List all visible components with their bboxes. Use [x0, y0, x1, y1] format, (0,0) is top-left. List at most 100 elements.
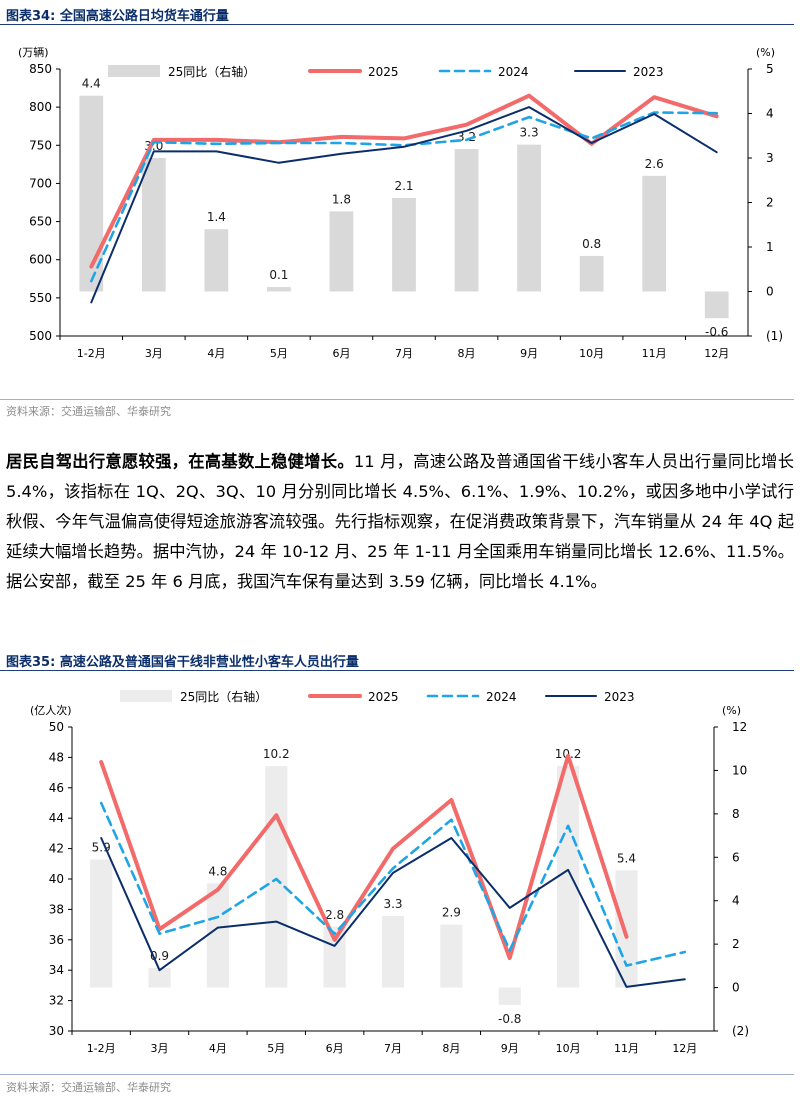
fig1-bar-label: 0.8	[582, 237, 601, 251]
fig1-line-2023	[90, 106, 718, 304]
fig1-right-tick-label: 3	[766, 151, 774, 165]
fig1-bar-label: 4.4	[82, 77, 101, 91]
fig2-legend-label-2025: 2025	[368, 690, 399, 704]
fig2-left-tick-label: 34	[49, 963, 64, 977]
figure1-title-rule	[0, 24, 794, 25]
fig2-bar	[615, 870, 638, 988]
fig1-bar	[704, 291, 729, 319]
figure1-title: 图表34: 全国高速公路日均货车通行量	[6, 9, 229, 24]
fig2-bar	[498, 987, 521, 1005]
fig2-legend-bar-label: 25同比（右轴）	[180, 689, 267, 704]
fig1-x-tick-label: 9月	[520, 347, 538, 360]
fig1-bar	[267, 287, 291, 292]
fig2-right-tick-label: 0	[732, 981, 740, 995]
fig2-bar-label: 3.3	[383, 897, 402, 911]
figure1-source-rule	[0, 399, 794, 400]
fig2-left-tick-label: 30	[49, 1024, 64, 1038]
fig1-legend-bar-label: 25同比（右轴）	[168, 64, 255, 79]
fig1-left-tick-label: 650	[29, 215, 52, 229]
fig1-line-2024	[90, 111, 718, 283]
fig1-bar-label: 2.1	[394, 179, 413, 193]
fig1-bar	[141, 158, 166, 292]
fig1-bar	[204, 229, 229, 292]
fig1-x-tick-label: 1-2月	[77, 347, 106, 360]
fig2-right-tick-label: 10	[732, 763, 747, 777]
fig2-left-tick-label: 50	[49, 720, 64, 734]
fig2-x-tick-label: 4月	[209, 1042, 227, 1055]
fig2-x-tick-label: 6月	[326, 1042, 344, 1055]
fig2-bar	[206, 883, 229, 988]
fig1-bar-label: 0.1	[269, 268, 288, 282]
fig1-left-tick-label: 800	[29, 100, 52, 114]
paragraph-body: 11 月，高速公路及普通国省干线小客车人员出行量同比增长 5.4%，该指标在 1…	[6, 452, 794, 591]
fig1-bar-label: 2.6	[645, 157, 664, 171]
fig2-legend-label-2024: 2024	[486, 690, 517, 704]
fig2-right-tick-label: 8	[732, 807, 740, 821]
fig1-bar	[329, 211, 354, 292]
fig1-x-tick-label: 7月	[395, 347, 413, 360]
fig1-x-tick-label: 6月	[332, 347, 350, 360]
fig1-right-axis-label: (%)	[756, 46, 775, 59]
fig2-bar	[90, 859, 113, 988]
fig1-left-tick-label: 750	[29, 138, 52, 152]
fig2-bar	[323, 926, 346, 988]
fig1-x-tick-label: 12月	[704, 347, 729, 360]
fig1-right-tick-label: 0	[766, 285, 774, 299]
fig1-left-tick-label: 550	[29, 291, 52, 305]
fig2-line-2023	[100, 837, 686, 988]
fig1-bar	[454, 149, 479, 292]
fig1-left-tick-label: 500	[29, 329, 52, 343]
fig2-right-tick-label: 12	[732, 720, 747, 734]
fig1-legend-label-2023: 2023	[633, 65, 664, 79]
fig1-x-tick-label: 11月	[642, 347, 667, 360]
fig1-bar-label: 1.4	[207, 210, 226, 224]
fig1-bar	[79, 95, 104, 292]
fig2-x-tick-label: 9月	[501, 1042, 519, 1055]
fig2-right-tick-label: 6	[732, 850, 740, 864]
fig2-bar	[440, 924, 463, 988]
fig1-bar	[642, 175, 667, 292]
analysis-paragraph: 居民自驾出行意愿较强，在高基数上稳健增长。11 月，高速公路及普通国省干线小客车…	[6, 447, 794, 597]
fig1-legend-label-2024: 2024	[498, 65, 529, 79]
fig2-line-2024	[99, 801, 687, 967]
fig2-left-tick-label: 48	[49, 750, 64, 764]
fig2-x-tick-label: 1-2月	[87, 1042, 116, 1055]
fig2-bar-label: 4.8	[208, 864, 227, 878]
fig2-bar-label: 2.8	[325, 908, 344, 922]
fig2-bar-label: 10.2	[263, 747, 290, 761]
fig1-x-tick-label: 4月	[207, 347, 225, 360]
fig2-left-tick-label: 36	[49, 933, 64, 947]
fig2-left-tick-label: 44	[49, 811, 64, 825]
fig2-x-tick-label: 10月	[556, 1042, 581, 1055]
fig2-bar-label: 5.4	[617, 851, 636, 865]
fig2-bar	[557, 766, 580, 988]
fig1-left-tick-label: 700	[29, 176, 52, 190]
figure1-source: 资料来源：交通运输部、华泰研究	[6, 405, 171, 418]
fig2-left-axis-label: (亿人次)	[30, 703, 72, 717]
fig1-bar	[392, 198, 416, 292]
fig1-bar-label: 3.2	[457, 130, 476, 144]
fig1-bar	[517, 144, 541, 292]
fig2-right-axis-label: (%)	[722, 704, 741, 717]
fig2-right-tick-label: 2	[732, 937, 740, 951]
fig1-right-tick-label: (1)	[766, 329, 783, 343]
fig1-right-tick-label: 5	[766, 62, 774, 76]
fig2-x-tick-label: 7月	[384, 1042, 402, 1055]
fig1-bar-label: 3.3	[520, 126, 539, 140]
fig2-legend-label-2023: 2023	[604, 690, 635, 704]
fig1-x-tick-label: 3月	[145, 347, 163, 360]
fig1-x-tick-label: 10月	[579, 347, 604, 360]
fig2-left-tick-label: 32	[49, 994, 64, 1008]
fig2-left-tick-label: 38	[49, 902, 64, 916]
figure2-title-rule	[0, 670, 794, 671]
fig2-x-tick-label: 5月	[267, 1042, 285, 1055]
fig2-left-tick-label: 46	[49, 781, 64, 795]
fig2-legend-bar-swatch	[120, 690, 172, 702]
fig1-right-tick-label: 4	[766, 107, 774, 121]
fig2-bar	[148, 968, 171, 988]
fig2-bar	[381, 915, 405, 988]
fig2-bar-label: -0.8	[498, 1012, 521, 1026]
fig1-bar-label: -0.6	[705, 325, 728, 339]
fig1-x-tick-label: 5月	[270, 347, 288, 360]
